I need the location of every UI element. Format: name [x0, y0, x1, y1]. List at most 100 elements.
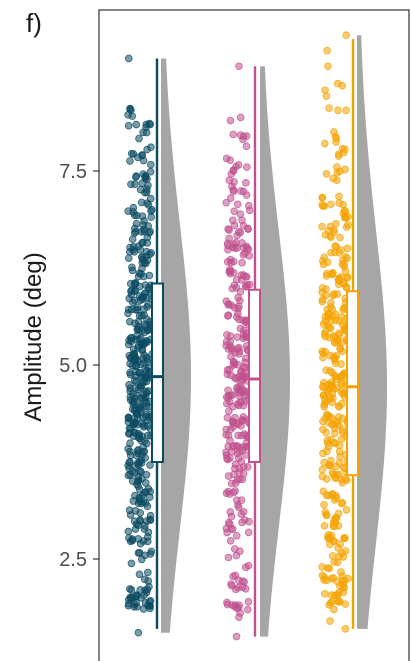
data-point: [342, 506, 351, 514]
y-tick-label: 2.5: [59, 549, 87, 571]
data-point: [329, 537, 338, 545]
data-point: [233, 496, 241, 504]
data-point: [319, 202, 327, 211]
data-point: [126, 457, 134, 466]
data-point: [331, 354, 339, 363]
outlier-point: [226, 116, 235, 125]
data-point: [139, 156, 148, 165]
data-point: [232, 551, 241, 560]
data-point: [227, 371, 235, 380]
data-point: [127, 337, 136, 346]
data-point: [234, 583, 243, 592]
data-point: [144, 300, 152, 309]
y-tick-label: 7.5: [59, 161, 87, 183]
data-point: [126, 439, 134, 447]
data-point: [225, 234, 233, 243]
data-point: [142, 387, 150, 396]
data-point: [335, 459, 344, 467]
data-point: [144, 568, 152, 577]
data-point: [335, 192, 343, 201]
data-point: [318, 571, 327, 580]
data-point: [341, 475, 350, 483]
data-point: [145, 271, 154, 280]
data-point: [144, 364, 153, 372]
data-point: [126, 368, 134, 377]
data-point: [138, 179, 146, 188]
data-point: [319, 260, 328, 269]
data-point: [242, 179, 250, 187]
data-point: [238, 259, 246, 267]
data-point: [342, 106, 350, 115]
data-point: [127, 586, 136, 594]
data-point: [126, 451, 135, 460]
data-point: [143, 502, 152, 511]
data-point: [233, 442, 241, 450]
data-point: [327, 200, 335, 209]
data-point: [135, 368, 144, 377]
data-point: [328, 381, 336, 389]
data-point: [131, 376, 139, 385]
data-point: [124, 527, 133, 536]
data-point: [230, 358, 238, 367]
data-point: [340, 206, 349, 215]
data-point: [136, 539, 145, 548]
data-point: [227, 580, 235, 588]
data-point: [238, 216, 246, 225]
data-point: [335, 331, 343, 339]
data-point: [237, 422, 245, 430]
data-point: [132, 520, 141, 529]
data-point: [239, 469, 248, 478]
outlier-point: [235, 62, 243, 71]
data-point: [322, 511, 331, 520]
data-point: [235, 350, 243, 358]
data-point: [133, 305, 142, 314]
data-point: [336, 344, 344, 352]
data-point: [134, 499, 143, 508]
data-point: [235, 464, 244, 473]
data-point: [236, 228, 245, 237]
data-point: [320, 522, 329, 530]
data-point: [245, 206, 254, 215]
data-point: [340, 260, 348, 268]
data-point: [327, 316, 336, 325]
data-point: [244, 528, 253, 537]
data-point: [235, 315, 243, 324]
data-point: [321, 139, 329, 148]
outlier-point: [235, 613, 243, 621]
data-point: [138, 255, 147, 264]
data-point: [146, 194, 155, 203]
data-point: [241, 516, 249, 524]
data-point: [341, 576, 349, 585]
data-point: [227, 352, 235, 361]
data-point: [325, 601, 333, 609]
data-point: [238, 446, 246, 455]
data-point: [243, 605, 252, 614]
data-point: [146, 160, 155, 169]
data-point: [143, 431, 152, 440]
data-point: [132, 120, 141, 129]
data-point: [136, 586, 145, 594]
data-point: [131, 428, 139, 437]
data-point: [320, 378, 328, 387]
density-cloud: [260, 66, 290, 637]
data-point: [135, 134, 143, 143]
data-point: [127, 594, 135, 603]
data-point: [242, 191, 251, 199]
outlier-point: [232, 632, 241, 641]
data-point: [138, 394, 147, 403]
data-point: [335, 447, 344, 456]
data-point: [325, 309, 333, 318]
data-point: [329, 574, 338, 582]
data-point: [223, 413, 232, 422]
data-point: [332, 134, 341, 143]
data-point: [231, 487, 239, 495]
data-point: [128, 397, 137, 406]
data-point: [140, 525, 149, 533]
data-point: [131, 384, 140, 392]
data-point: [133, 325, 142, 334]
data-point: [146, 461, 154, 469]
data-point: [321, 332, 330, 341]
data-point: [222, 198, 230, 207]
data-point: [318, 193, 327, 202]
data-point: [136, 185, 145, 194]
